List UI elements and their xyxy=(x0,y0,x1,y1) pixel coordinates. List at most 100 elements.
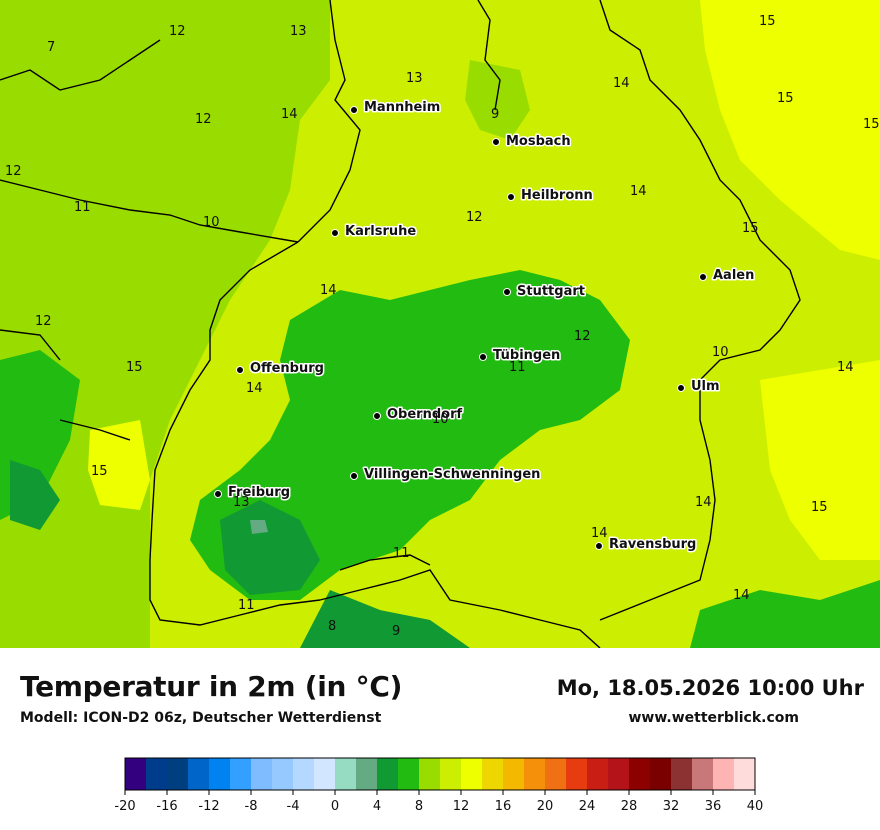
legend-swatch xyxy=(503,758,525,790)
legend-tick-label: 4 xyxy=(373,799,381,814)
isoline-label: 10 xyxy=(712,345,729,360)
legend-tick-label: 28 xyxy=(621,799,638,814)
zone-central-4-8 xyxy=(220,500,320,595)
forecast-datetime: Mo, 18.05.2026 10:00 Uhr xyxy=(556,676,864,700)
isoline-label: 12 xyxy=(195,112,212,127)
isoline-label: 15 xyxy=(811,500,828,515)
zone-southeast-ridge xyxy=(690,580,880,648)
zone-cold-peak xyxy=(250,520,268,534)
isoline-label: 12 xyxy=(574,329,591,344)
zone-northwest-cool xyxy=(0,0,170,120)
isoline-label: 15 xyxy=(742,221,759,236)
legend-swatch xyxy=(398,758,420,790)
isoline-label: 10 xyxy=(432,412,449,427)
city-tuebingen[interactable]: Tübingen xyxy=(479,347,562,365)
legend-swatch xyxy=(671,758,693,790)
isoline-label: 14 xyxy=(591,526,608,541)
svg-text:Ulm: Ulm xyxy=(691,379,720,394)
legend-swatch xyxy=(146,758,168,790)
zone-west-ridge-dark xyxy=(10,460,60,530)
legend-swatch xyxy=(251,758,273,790)
isoline-label: 13 xyxy=(406,71,423,86)
isoline-label: 13 xyxy=(290,24,307,39)
svg-text:Mannheim: Mannheim xyxy=(364,100,440,115)
legend-swatch xyxy=(314,758,336,790)
isoline-label: 12 xyxy=(169,24,186,39)
legend-tick-label: -12 xyxy=(198,799,219,814)
city-markers: Mannheim Mosbach Heilbronn Karlsruhe Stu… xyxy=(214,99,756,554)
zone-warm-southeast xyxy=(760,360,880,560)
isoline-label: 11 xyxy=(393,546,410,561)
legend-tick-label: 20 xyxy=(537,799,554,814)
zone-north-cool xyxy=(465,60,530,140)
city-stuttgart[interactable]: Stuttgart xyxy=(503,283,586,301)
isoline-label: 15 xyxy=(759,14,776,29)
map-title: Temperatur in 2m (in °C) xyxy=(20,670,403,703)
svg-text:Villingen-Schwenningen: Villingen-Schwenningen xyxy=(364,467,540,482)
legend-tick-label: -20 xyxy=(114,799,135,814)
legend-swatch xyxy=(167,758,189,790)
legend-swatch xyxy=(734,758,756,790)
svg-text:Oberndorf: Oberndorf xyxy=(387,407,462,422)
legend-swatch xyxy=(629,758,651,790)
legend-tick-label: 36 xyxy=(705,799,722,814)
legend-swatches xyxy=(125,758,756,790)
city-mosbach[interactable]: Mosbach xyxy=(492,133,572,151)
legend-swatch xyxy=(713,758,735,790)
isoline-label: 12 xyxy=(35,314,52,329)
legend-swatch xyxy=(440,758,462,790)
legend-swatch xyxy=(293,758,315,790)
legend-swatch xyxy=(230,758,252,790)
isoline-label: 14 xyxy=(281,107,298,122)
city-aalen[interactable]: Aalen xyxy=(699,267,756,285)
legend-swatch xyxy=(125,758,147,790)
legend-swatch xyxy=(377,758,399,790)
city-mannheim[interactable]: Mannheim xyxy=(350,99,442,117)
legend-tick-label: -8 xyxy=(245,799,258,814)
svg-text:Heilbronn: Heilbronn xyxy=(521,188,593,203)
legend-swatch xyxy=(356,758,378,790)
isoline-label: 14 xyxy=(320,283,337,298)
legend-swatch xyxy=(482,758,504,790)
isoline-label: 14 xyxy=(630,184,647,199)
legend-tick-label: 16 xyxy=(495,799,512,814)
city-offenburg[interactable]: Offenburg xyxy=(236,360,325,378)
isoline-label: 13 xyxy=(233,495,250,510)
website-link[interactable]: www.wetterblick.com xyxy=(628,710,800,726)
map-svg: Mannheim Mosbach Heilbronn Karlsruhe Stu… xyxy=(0,0,880,649)
isoline-label: 15 xyxy=(91,464,108,479)
legend-swatch xyxy=(692,758,714,790)
city-ravensburg[interactable]: Ravensburg xyxy=(595,536,698,554)
legend-tick-label: 32 xyxy=(663,799,680,814)
isoline-labels: 7 12 13 13 14 15 15 15 12 14 9 12 11 10 … xyxy=(5,14,880,639)
isoline-label: 15 xyxy=(863,117,880,132)
zone-south-ridge xyxy=(300,590,470,648)
city-heilbronn[interactable]: Heilbronn xyxy=(507,187,594,205)
isoline-label: 9 xyxy=(491,107,499,122)
city-oberndorf[interactable]: Oberndorf xyxy=(373,406,464,424)
isoline-label: 8 xyxy=(328,619,336,634)
legend-swatch xyxy=(524,758,546,790)
city-freiburg[interactable]: Freiburg xyxy=(214,484,292,502)
isoline-label: 14 xyxy=(246,381,263,396)
zone-warm-west xyxy=(88,420,150,510)
temperature-map[interactable]: Mannheim Mosbach Heilbronn Karlsruhe Stu… xyxy=(0,0,880,649)
legend-ticks: -20 -16 -12 -8 -4 0 4 8 12 16 20 24 28 32 36 40 xyxy=(114,790,763,814)
isoline-label: 11 xyxy=(238,598,255,613)
legend-swatch xyxy=(461,758,483,790)
isoline-label: 12 xyxy=(5,164,22,179)
isoline-label: 12 xyxy=(466,210,483,225)
city-karlsruhe[interactable]: Karlsruhe xyxy=(331,223,418,241)
isoline-label: 15 xyxy=(126,360,143,375)
legend-swatch xyxy=(419,758,441,790)
city-villingen-schwenningen[interactable]: Villingen-Schwenningen xyxy=(350,466,542,484)
isoline-label: 7 xyxy=(47,40,55,55)
city-ulm[interactable]: Ulm xyxy=(677,378,721,396)
legend-tick-label: 24 xyxy=(579,799,596,814)
svg-text:Ravensburg: Ravensburg xyxy=(609,537,696,552)
isoline-label: 9 xyxy=(392,624,400,639)
legend-swatch xyxy=(272,758,294,790)
legend-frame xyxy=(124,757,756,791)
borders xyxy=(0,0,801,649)
legend-tick-label: 12 xyxy=(453,799,470,814)
